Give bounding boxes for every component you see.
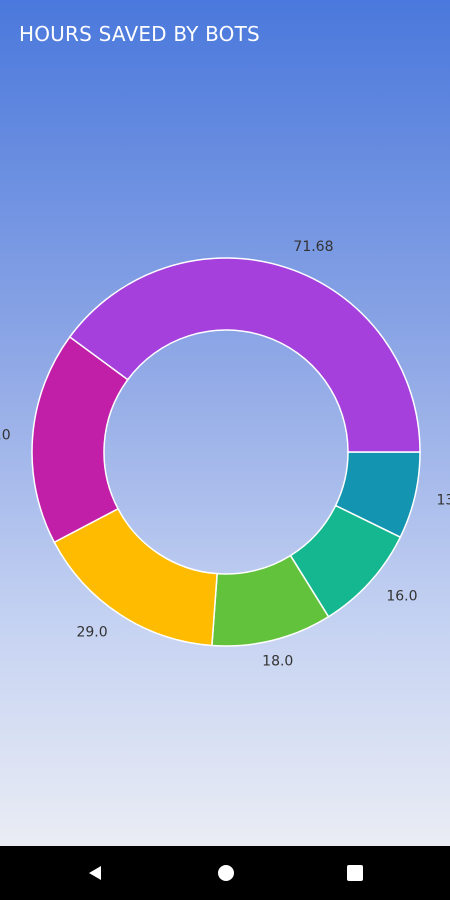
data-label: 18.0 (262, 654, 293, 670)
chart-title: HOURS SAVED BY BOTS (19, 22, 260, 46)
data-label: 13.0 (436, 493, 450, 509)
data-label: 71.68 (293, 239, 333, 255)
data-label: 16.0 (386, 589, 417, 605)
donut-segment (68, 257, 421, 453)
recents-button[interactable] (347, 865, 363, 881)
data-label: 29.0 (76, 625, 107, 641)
home-button[interactable] (218, 865, 234, 881)
donut-chart: 13.0 16.0 18.0 29.0 32.0 71.68 (0, 239, 450, 670)
navigation-bar (0, 846, 450, 900)
data-label: 32.0 (0, 428, 11, 444)
back-button[interactable] (89, 866, 101, 880)
